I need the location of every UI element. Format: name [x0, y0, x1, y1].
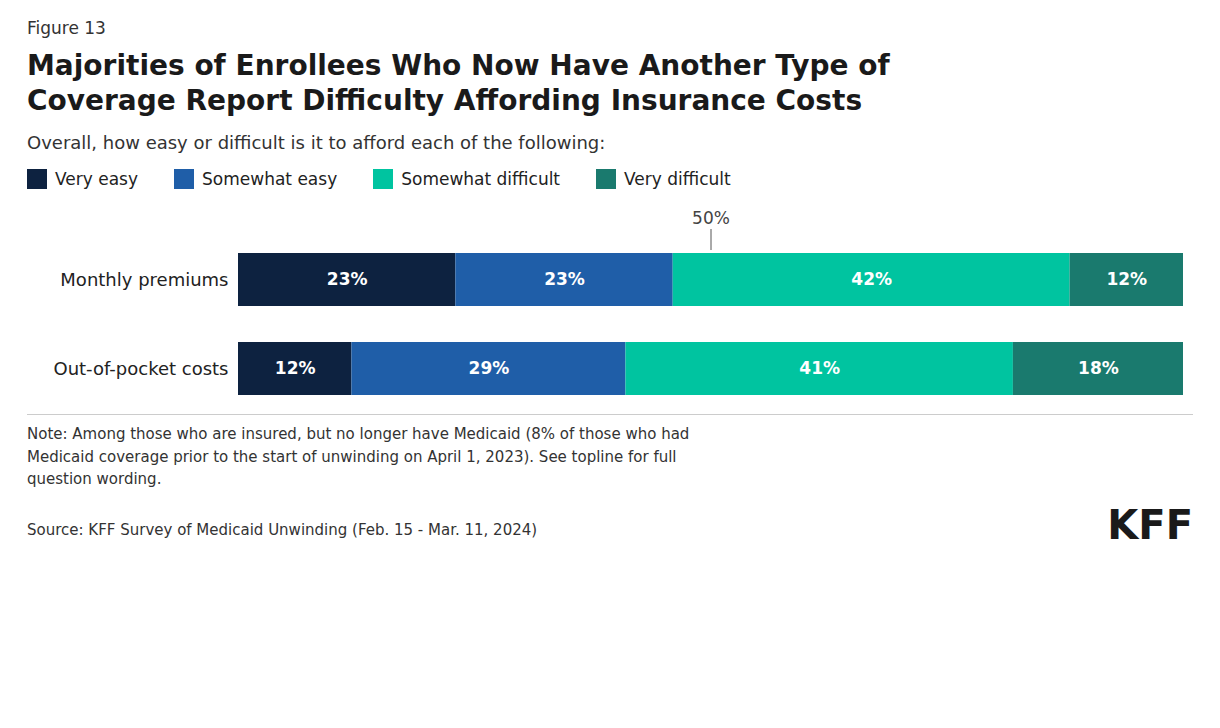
svg-text:41%: 41%: [799, 358, 840, 378]
svg-text:12%: 12%: [275, 358, 316, 378]
svg-text:50%: 50%: [692, 208, 730, 228]
html-text:Somewhat difficult: Somewhat difficult: [401, 169, 560, 189]
html-text:Source: KFF Survey of Medicaid: Source: KFF Survey of Medicaid Unwinding…: [27, 520, 538, 539]
html-text:Note: Among those who are insu: Note: Among those who are insured, but n…: [27, 425, 690, 488]
svg-text:23%: 23%: [327, 269, 368, 289]
svg-text:Out-of-pocket costs: Out-of-pocket costs: [53, 358, 228, 379]
svg-text:18%: 18%: [1078, 358, 1119, 378]
html-text:Overall, how easy or difficult: Overall, how easy or difficult is it to …: [27, 132, 606, 153]
svg-text:23%: 23%: [544, 269, 585, 289]
html-text:Figure 13: Figure 13: [27, 18, 106, 38]
svg-text:Monthly premiums: Monthly premiums: [60, 269, 228, 290]
svg-text:29%: 29%: [469, 358, 510, 378]
html-text:Very difficult: Very difficult: [624, 169, 731, 189]
html-text:Somewhat easy: Somewhat easy: [202, 169, 338, 189]
svg-text:12%: 12%: [1106, 269, 1147, 289]
html-text:Very easy: Very easy: [55, 169, 138, 189]
html-text:Majorities of Enrollees Who No: Majorities of Enrollees Who Now Have Ano…: [27, 49, 890, 117]
html-text:KFF: KFF: [1107, 501, 1193, 548]
svg-text:42%: 42%: [851, 269, 892, 289]
